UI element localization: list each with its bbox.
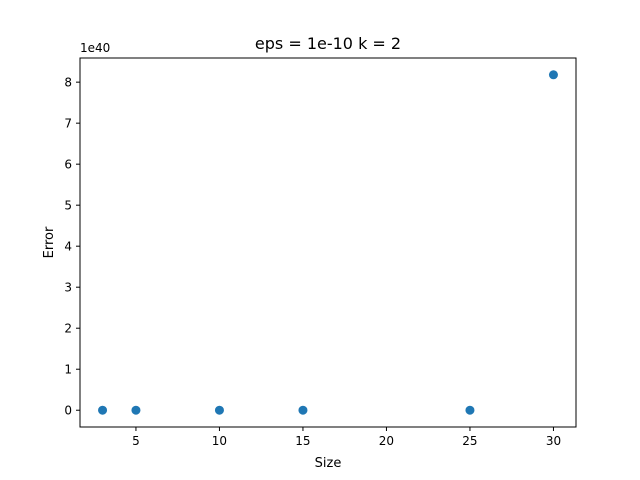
x-tick-label: 15 [295,434,310,448]
y-tick-label: 1 [64,363,72,377]
y-tick-label: 7 [64,117,72,131]
scatter-point [548,70,558,80]
x-tick-label: 30 [546,434,561,448]
y-tick-label: 5 [64,199,72,213]
y-tick-label: 8 [64,76,72,90]
y-axis-ticks: 0 1 2 3 4 5 6 7 8 [64,76,80,418]
y-offset-label: 1e40 [80,41,110,55]
y-tick-label: 4 [64,240,72,254]
data-points [98,70,558,415]
x-tick-label: 20 [379,434,394,448]
y-axis-label: Error [42,226,57,258]
x-tick-label: 5 [132,434,140,448]
chart-title: eps = 1e-10 k = 2 [255,34,401,53]
x-tick-label: 25 [462,434,477,448]
scatter-point [214,405,224,415]
scatter-point [131,405,141,415]
plot-area-frame [79,57,577,428]
x-axis-label: Size [315,456,342,471]
x-axis-ticks: 5 10 15 20 25 30 [132,427,561,448]
y-tick-label: 0 [64,404,72,418]
scatter-point [98,405,108,415]
scatter-point [298,405,308,415]
scatter-point [465,405,475,415]
y-tick-label: 3 [64,281,72,295]
x-tick-label: 10 [212,434,227,448]
y-tick-label: 2 [64,322,72,336]
y-tick-label: 6 [64,158,72,172]
